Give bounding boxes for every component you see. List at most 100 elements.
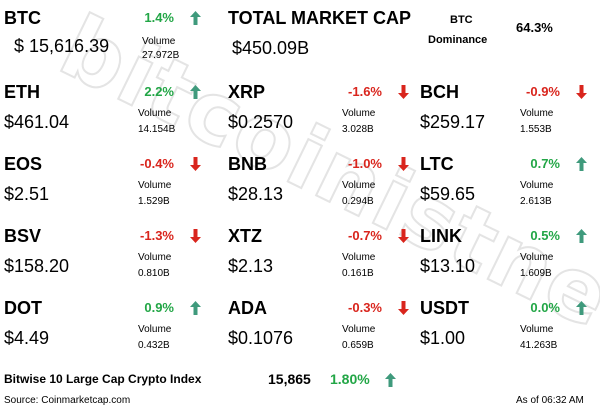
volume-value: 3.028B bbox=[342, 124, 374, 135]
change-percent: 0.0% bbox=[530, 300, 560, 315]
change-percent: -0.9% bbox=[526, 84, 560, 99]
coin-symbol: BNB bbox=[228, 154, 267, 174]
coin-symbol: ADA bbox=[228, 298, 267, 318]
change-percent: 0.5% bbox=[530, 228, 560, 243]
arrow-down-icon bbox=[397, 228, 410, 244]
index-label: Bitwise 10 Large Cap Crypto Index bbox=[4, 372, 202, 386]
coin-price: $0.1076 bbox=[228, 328, 294, 348]
total-market-cap: TOTAL MARKET CAP $450.09B bbox=[228, 6, 418, 70]
arrow-up-icon bbox=[575, 228, 588, 244]
coin-price: $158.20 bbox=[4, 256, 70, 276]
source-text: Source: Coinmarketcap.com bbox=[4, 395, 131, 406]
coin-card-btc: BTC 1.4% $ 15,616.39 Volume 27.972B bbox=[4, 6, 214, 70]
coin-price: $4.49 bbox=[4, 328, 50, 348]
volume-label: Volume bbox=[342, 252, 376, 263]
arrow-down-icon bbox=[397, 300, 410, 316]
coin-symbol: LTC bbox=[420, 154, 454, 174]
volume-label: Volume bbox=[138, 252, 172, 263]
change-percent: -0.4% bbox=[140, 156, 174, 171]
coin-price: $0.2570 bbox=[228, 112, 294, 132]
index-value: 15,865 bbox=[268, 371, 311, 387]
volume-value: 0.659B bbox=[342, 340, 374, 351]
coin-price: $2.13 bbox=[228, 256, 274, 276]
coin-price: $461.04 bbox=[4, 112, 70, 132]
change-percent: -1.6% bbox=[348, 84, 382, 99]
volume-value: 2.613B bbox=[520, 196, 552, 207]
change-percent: -1.0% bbox=[348, 156, 382, 171]
coin-card-eth: ETH 2.2% $461.04 Volume 14.154B bbox=[4, 78, 214, 146]
coin-symbol: LINK bbox=[420, 226, 462, 246]
volume-value: 1.553B bbox=[520, 124, 552, 135]
coin-card-ltc: LTC 0.7% $59.65 Volume 2.613B bbox=[420, 150, 596, 218]
coin-price: $1.00 bbox=[420, 328, 466, 348]
timestamp-text: As of 06:32 AM bbox=[516, 395, 584, 406]
volume-value: 1.609B bbox=[520, 268, 552, 279]
coin-symbol: BTC bbox=[4, 8, 41, 28]
arrow-down-icon bbox=[397, 84, 410, 100]
volume-label: Volume bbox=[342, 180, 376, 191]
volume-label: Volume bbox=[138, 324, 172, 335]
volume-label: Volume bbox=[342, 324, 376, 335]
volume-label: Volume bbox=[342, 108, 376, 119]
coin-card-xtz: XTZ -0.7% $2.13 Volume 0.161B bbox=[228, 222, 418, 290]
volume-label: Volume bbox=[142, 36, 176, 47]
coin-symbol: XTZ bbox=[228, 226, 262, 246]
arrow-up-icon bbox=[189, 84, 202, 100]
volume-label: Volume bbox=[520, 108, 554, 119]
volume-label: Volume bbox=[520, 180, 554, 191]
volume-label: Volume bbox=[138, 180, 172, 191]
coin-card-bsv: BSV -1.3% $158.20 Volume 0.810B bbox=[4, 222, 214, 290]
coin-price: $28.13 bbox=[228, 184, 284, 204]
coin-symbol: ETH bbox=[4, 82, 40, 102]
change-percent: -1.3% bbox=[140, 228, 174, 243]
change-percent: 2.2% bbox=[144, 84, 174, 99]
coin-symbol: DOT bbox=[4, 298, 42, 318]
dominance-label-line2: Dominance bbox=[428, 34, 488, 46]
volume-label: Volume bbox=[520, 324, 554, 335]
volume-label: Volume bbox=[520, 252, 554, 263]
coin-price: $259.17 bbox=[420, 112, 486, 132]
arrow-up-icon bbox=[189, 300, 202, 316]
arrow-down-icon bbox=[189, 156, 202, 172]
coin-price: $59.65 bbox=[420, 184, 476, 204]
arrow-down-icon bbox=[575, 84, 588, 100]
arrow-up-icon bbox=[384, 372, 397, 388]
arrow-down-icon bbox=[397, 156, 410, 172]
coin-symbol: XRP bbox=[228, 82, 266, 102]
coin-card-ada: ADA -0.3% $0.1076 Volume 0.659B bbox=[228, 294, 418, 362]
coin-card-dot: DOT 0.9% $4.49 Volume 0.432B bbox=[4, 294, 214, 362]
market-cap-value: $450.09B bbox=[232, 38, 310, 58]
arrow-down-icon bbox=[189, 228, 202, 244]
btc-dominance: BTC Dominance 64.3% bbox=[420, 6, 596, 70]
coin-card-xrp: XRP -1.6% $0.2570 Volume 3.028B bbox=[228, 78, 418, 146]
volume-value: 41.263B bbox=[520, 340, 558, 351]
change-percent: -0.7% bbox=[348, 228, 382, 243]
coin-price: $2.51 bbox=[4, 184, 50, 204]
volume-label: Volume bbox=[138, 108, 172, 119]
coin-card-usdt: USDT 0.0% $1.00 Volume 41.263B bbox=[420, 294, 596, 362]
arrow-up-icon bbox=[189, 10, 202, 26]
coin-symbol: EOS bbox=[4, 154, 43, 174]
coin-price: $ 15,616.39 bbox=[14, 36, 110, 56]
index-row: Bitwise 10 Large Cap Crypto Index 15,865… bbox=[4, 371, 404, 392]
volume-value: 1.529B bbox=[138, 196, 170, 207]
coin-price: $13.10 bbox=[420, 256, 476, 276]
index-change: 1.80% bbox=[330, 371, 370, 387]
dominance-value: 64.3% bbox=[516, 20, 553, 35]
volume-value: 0.432B bbox=[138, 340, 170, 351]
volume-value: 0.161B bbox=[342, 268, 374, 279]
volume-value: 14.154B bbox=[138, 124, 176, 135]
volume-value: 0.810B bbox=[138, 268, 170, 279]
arrow-up-icon bbox=[575, 300, 588, 316]
coin-card-link: LINK 0.5% $13.10 Volume 1.609B bbox=[420, 222, 596, 290]
coin-card-bnb: BNB -1.0% $28.13 Volume 0.294B bbox=[228, 150, 418, 218]
coin-symbol: USDT bbox=[420, 298, 469, 318]
market-cap-label: TOTAL MARKET CAP bbox=[228, 8, 411, 28]
dominance-label-line1: BTC bbox=[450, 14, 473, 26]
change-percent: 0.7% bbox=[530, 156, 560, 171]
coin-card-eos: EOS -0.4% $2.51 Volume 1.529B bbox=[4, 150, 214, 218]
volume-value: 27.972B bbox=[142, 50, 180, 61]
coin-symbol: BSV bbox=[4, 226, 42, 246]
change-percent: -0.3% bbox=[348, 300, 382, 315]
coin-symbol: BCH bbox=[420, 82, 459, 102]
